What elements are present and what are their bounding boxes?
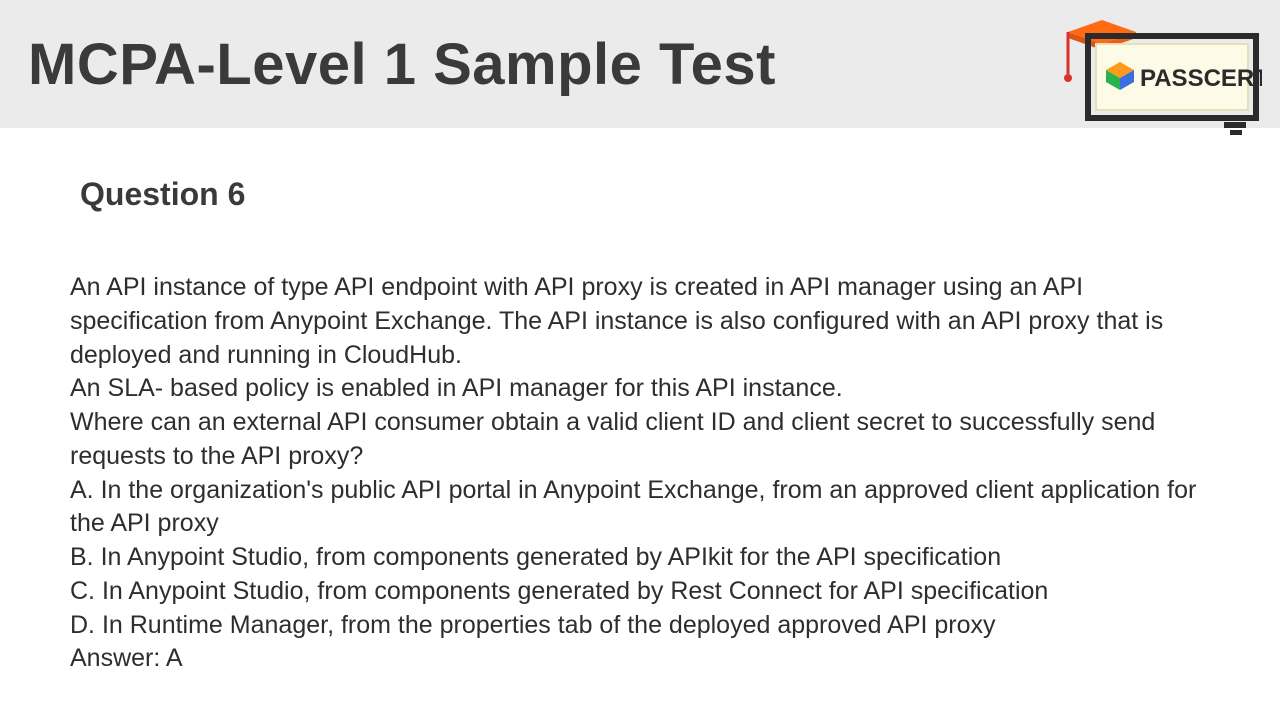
option-a: A. In the organization's public API port… [70,474,1220,542]
option-c: C. In Anypoint Studio, from components g… [70,575,1220,609]
question-stem-3: Where can an external API consumer obtai… [70,406,1220,474]
logo-brand-text: PASSCERT [1140,65,1262,92]
option-d: D. In Runtime Manager, from the properti… [70,609,1220,643]
question-stem-1: An API instance of type API endpoint wit… [70,271,1220,372]
content-area: Question 6 An API instance of type API e… [0,128,1280,676]
question-body: An API instance of type API endpoint wit… [70,271,1220,676]
option-b: B. In Anypoint Studio, from components g… [70,541,1220,575]
page-title: MCPA-Level 1 Sample Test [28,31,776,98]
header-bar: MCPA-Level 1 Sample Test [0,0,1280,128]
question-heading: Question 6 [80,176,1220,213]
answer-line: Answer: A [70,642,1220,676]
passcert-logo: PASSCERT [1032,10,1262,140]
question-stem-2: An SLA- based policy is enabled in API m… [70,372,1220,406]
